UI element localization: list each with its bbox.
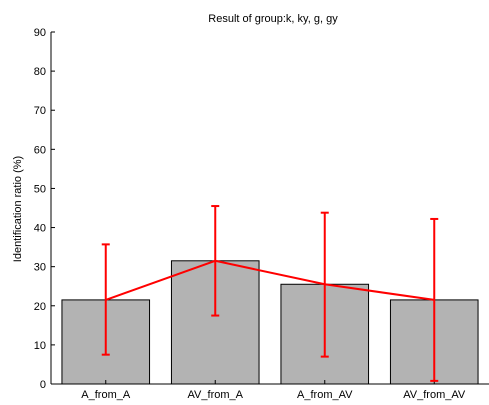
mean-line — [105, 259, 435, 301]
y-tick-label: 60 — [34, 144, 46, 156]
y-tick-label: 40 — [34, 223, 46, 235]
y-tick-label: 10 — [34, 340, 46, 352]
x-tick-label: AV_from_AV — [403, 389, 466, 401]
y-tick-label: 90 — [34, 27, 46, 39]
y-tick-label: 50 — [34, 183, 46, 195]
y-axis-label: Identification ratio (%) — [12, 156, 24, 262]
y-tick-label: 30 — [34, 262, 46, 274]
x-tick-label: A_from_AV — [297, 389, 353, 401]
chart-title: Result of group:k, ky, g, gy — [208, 13, 338, 25]
y-tick-label: 0 — [40, 379, 46, 391]
y-tick-label: 20 — [34, 301, 46, 313]
y-tick-label: 70 — [34, 105, 46, 117]
x-tick-label: AV_from_A — [188, 389, 244, 401]
x-tick-label: A_from_A — [81, 389, 131, 401]
plot-area: 0 10 20 30 40 50 60 70 80 90 A_from_A AV_from_A A_fr… — [34, 27, 489, 401]
y-tick-label: 80 — [34, 66, 46, 78]
